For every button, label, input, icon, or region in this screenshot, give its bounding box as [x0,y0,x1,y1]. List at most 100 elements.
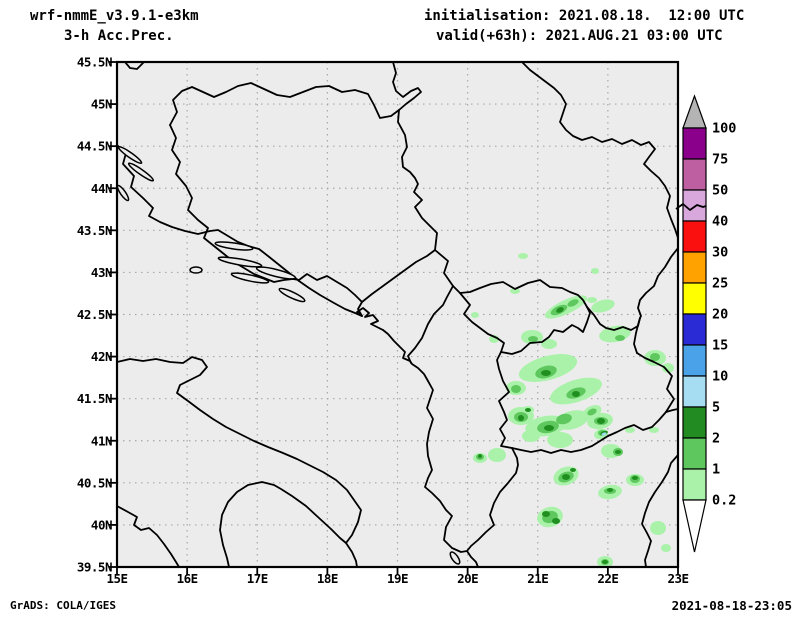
colorbar-label: 10 [712,369,728,385]
precip-cell-medium [650,353,660,361]
x-tick-label: 18E [317,571,338,586]
precip-cell-light [649,427,659,433]
colorbar-segment [682,313,707,346]
island-outline [278,287,306,303]
island-outline [214,241,254,251]
border-overlap-artifact [675,203,707,211]
precip-cell-dark [544,425,554,431]
x-tick-label: 15E [106,571,127,586]
island-outline [189,266,203,274]
colorbar-label: 5 [712,400,720,416]
y-tick-label: 41N [91,433,112,448]
precip-cell-dark [518,415,524,421]
precip-cell-dark [541,370,551,376]
x-tick-label: 19E [387,571,408,586]
colorbar-segment [682,437,707,470]
precip-cell-medium [567,299,579,307]
precip-cell-light [522,430,540,442]
x-tick-label: 22E [597,571,618,586]
colorbar-label: 15 [712,338,728,354]
colorbar-segment [682,189,707,222]
y-tick-label: 44N [91,181,112,196]
precip-cell-medium [615,335,625,341]
precip-cell-dark [602,560,608,564]
y-tick-label: 40.5N [77,475,112,490]
product-title: 3-h Acc.Prec. [64,28,174,44]
precip-cell-light [547,432,573,448]
colorbar-segment [682,375,707,408]
y-tick-label: 42.5N [77,307,112,322]
precip-cell-dark [597,418,605,424]
valid-time-label: valid(+63h): 2021.AUG.21 03:00 UTC [436,28,723,44]
precip-cell-light [471,312,479,318]
island-outline [230,272,270,284]
precip-cell-medium [587,408,597,416]
creation-timestamp: 2021-08-18-23:05 [671,598,792,613]
coastlines-and-borders [117,62,678,567]
colorbar-over-arrow [682,94,707,129]
initialisation-time-label: initialisation: 2021.08.18. 12:00 UTC [424,8,745,24]
y-tick-label: 45N [91,97,112,112]
precip-cell-dark [632,476,638,480]
y-tick-label: 45.5N [77,55,112,70]
colorbar-label: 40 [712,214,728,230]
y-axis: 45.5N 45N 44.5N 44N 43.5N 43N 42.5N 42N 41.5N 41N… [77,55,117,575]
colorbar-segment [682,158,707,191]
precipitation-shading [471,253,674,567]
precip-cell-light [662,363,674,373]
x-tick-label: 17E [247,571,268,586]
island-outline [217,256,263,268]
colorbar-segment [682,220,707,253]
grads-credit: GrADS: COLA/IGES [10,599,116,612]
precip-cell-dark [572,391,580,397]
y-tick-label: 39.5N [77,560,112,575]
colorbar-segment [682,282,707,315]
colorbar-label: 20 [712,307,728,323]
precip-cell-dark [542,511,550,517]
y-tick-label: 44.5N [77,139,112,154]
x-axis: 15E 16E 17E 18E 19E 20E 21E 22E 23E [106,567,689,586]
precip-cell-light [541,339,557,349]
precip-cell-medium [511,385,521,393]
island-outline [449,551,461,565]
precip-cell-light [661,544,671,552]
colorbar-label: 2 [712,431,720,447]
island-outline [127,162,155,182]
y-tick-label: 43.5N [77,223,112,238]
x-tick-label: 23E [667,571,688,586]
precip-cell-light [488,448,506,462]
precip-cell-dark [615,450,621,454]
precip-cell-light [650,521,666,535]
precip-cell-dark [525,408,531,412]
precip-cell-medium [556,413,572,425]
precip-cell-blue [601,432,607,436]
colorbar-label: 0.2 [712,493,736,509]
precip-cell-dark [556,307,564,313]
x-tick-label: 16E [177,571,198,586]
y-tick-label: 43N [91,265,112,280]
island-outline [255,266,297,280]
colorbar-segment [682,251,707,284]
precip-cell-medium [528,336,538,342]
precip-cell-dark [552,518,560,524]
x-tick-label: 21E [527,571,548,586]
precip-cell-light [510,288,520,294]
precip-cell-dark [562,474,570,480]
colorbar-segment [682,406,707,439]
y-tick-label: 40N [91,517,112,532]
precip-cell-light [518,253,528,259]
colorbar-label: 75 [712,152,728,168]
precip-cell-light [591,268,599,274]
y-tick-label: 42N [91,349,112,364]
model-name-title: wrf-nmmE_v3.9.1-e3km [30,8,199,24]
colorbar-segment [682,344,707,377]
colorbar-label: 30 [712,245,728,261]
island-outline [117,145,143,165]
precip-cell-light [587,297,597,303]
colorbar-label: 100 [712,121,736,137]
precip-cell-dark [607,488,613,492]
precip-cell-dark [570,468,576,472]
colorbar-label: 25 [712,276,728,292]
